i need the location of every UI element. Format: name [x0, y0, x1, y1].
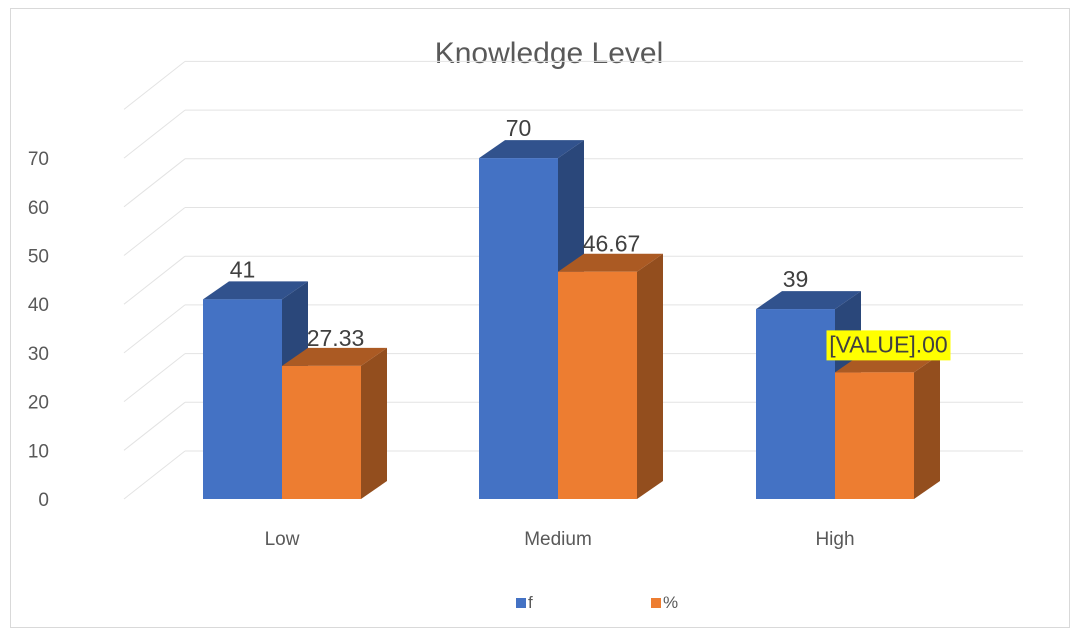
data-label: 39 [783, 266, 809, 292]
data-label-text: 27.33 [307, 325, 365, 351]
legend-item: % [651, 593, 678, 612]
bar-percent [558, 253, 663, 499]
chart-frame: Knowledge Level 0 10 20 30 40 50 60 70 41 27.33 7… [10, 8, 1070, 628]
legend: f% [516, 593, 678, 612]
y-tick-label: 30 [28, 344, 49, 365]
category-label: Medium [524, 529, 592, 550]
y-tick-label: 50 [28, 247, 49, 268]
gridline [123, 60, 1023, 110]
data-label: 41 [230, 256, 256, 282]
x-axis-categories: Low Medium High [265, 529, 855, 550]
bar-percent [835, 354, 940, 499]
data-labels: 41 27.33 70 46.67 39 [VALUE].00 [230, 115, 951, 361]
legend-swatch [516, 598, 526, 608]
y-tick-label: 60 [28, 198, 49, 219]
legend-swatch [651, 598, 661, 608]
data-label: 70 [506, 115, 532, 141]
legend-item: f [516, 593, 533, 612]
legend-label: % [663, 593, 678, 612]
data-label: 46.67 [583, 231, 641, 257]
y-tick-label: 10 [28, 441, 49, 462]
gridline [123, 109, 1023, 159]
data-label-text: 39 [783, 266, 809, 292]
data-label-text: 41 [230, 256, 256, 282]
legend-label: f [528, 593, 533, 612]
category-label: High [815, 529, 854, 550]
data-label: [VALUE].00 [826, 330, 951, 361]
gridline [123, 207, 1023, 256]
category-label: Low [265, 529, 300, 550]
chart-title: Knowledge Level [435, 37, 664, 70]
y-tick-label: 0 [38, 490, 49, 511]
bar-chart-3d: Knowledge Level 0 10 20 30 40 50 60 70 41 27.33 7… [28, 37, 1023, 612]
y-tick-label: 20 [28, 393, 49, 414]
data-label-text: 46.67 [583, 231, 641, 257]
gridline [123, 158, 1023, 208]
data-label-text: 70 [506, 115, 532, 141]
y-axis-ticks: 0 10 20 30 40 50 60 70 [28, 149, 49, 511]
data-label-text: [VALUE].00 [829, 331, 947, 357]
bar-percent [282, 347, 387, 499]
y-tick-label: 40 [28, 295, 49, 316]
bars [203, 140, 940, 499]
y-tick-label: 70 [28, 149, 49, 170]
data-label: 27.33 [307, 325, 365, 351]
